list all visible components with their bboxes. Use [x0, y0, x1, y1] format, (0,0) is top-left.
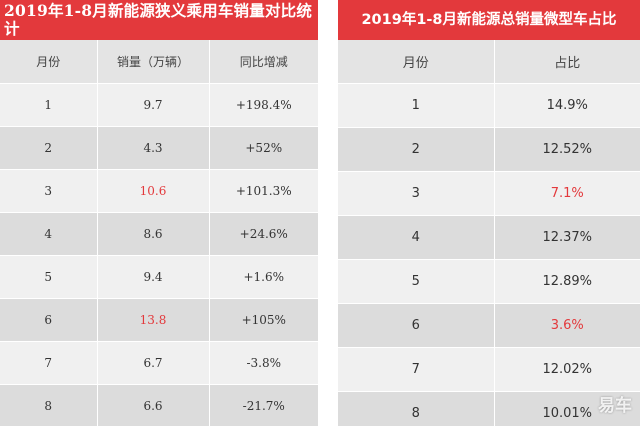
sales-cell-highlighted: 10.6	[97, 169, 210, 213]
sales-cell: 8.6	[97, 212, 210, 256]
sales-cell: 9.7	[97, 83, 210, 127]
month-cell: 3	[0, 169, 98, 213]
yoy-cell: -21.7%	[209, 384, 318, 426]
sales-cell: 6.7	[97, 341, 210, 385]
month-cell: 4	[338, 215, 495, 260]
sales-table-header-row: 月份 销量（万辆） 同比增减	[0, 40, 318, 84]
yoy-cell: +198.4%	[209, 83, 318, 127]
share-cell: 12.37%	[494, 215, 640, 260]
month-cell: 6	[338, 303, 495, 348]
yoy-cell: +101.3%	[209, 169, 318, 213]
yoy-cell: +24.6%	[209, 212, 318, 256]
share-table: 月份 占比 1 14.9% 2 12.52% 3 7.1% 4 12.37% 5…	[338, 40, 640, 426]
table-row: 7 12.02%	[338, 347, 640, 392]
sales-table: 月份 销量（万辆） 同比增减 1 9.7 +198.4% 2 4.3 +52% …	[0, 40, 318, 426]
header-month: 月份	[338, 40, 495, 84]
share-cell: 12.89%	[494, 259, 640, 304]
table-row: 2 4.3 +52%	[0, 126, 318, 170]
share-cell-highlighted: 7.1%	[494, 171, 640, 216]
sales-cell-highlighted: 13.8	[97, 298, 210, 342]
month-cell: 4	[0, 212, 98, 256]
table-row: 6 13.8 +105%	[0, 298, 318, 342]
table-row: 7 6.7 -3.8%	[0, 341, 318, 385]
sales-cell: 4.3	[97, 126, 210, 170]
header-sales: 销量（万辆）	[97, 40, 210, 84]
sales-comparison-panel: 2019年1-8月新能源狭义乘用车销量对比统计 月份 销量（万辆） 同比增减 1…	[0, 0, 318, 426]
header-month: 月份	[0, 40, 98, 84]
month-cell: 8	[0, 384, 98, 426]
microcar-share-panel: 2019年1-8月新能源总销量微型车占比 月份 占比 1 14.9% 2 12.…	[338, 0, 640, 426]
yoy-cell: +1.6%	[209, 255, 318, 299]
month-cell: 2	[0, 126, 98, 170]
share-cell: 14.9%	[494, 83, 640, 128]
month-cell: 2	[338, 127, 495, 172]
sales-cell: 9.4	[97, 255, 210, 299]
sales-cell: 6.6	[97, 384, 210, 426]
header-share: 占比	[494, 40, 640, 84]
watermark-logo: 易车	[598, 396, 632, 416]
month-cell: 6	[0, 298, 98, 342]
month-cell: 7	[0, 341, 98, 385]
table-row: 3 7.1%	[338, 171, 640, 216]
table-row: 5 9.4 +1.6%	[0, 255, 318, 299]
month-cell: 8	[338, 391, 495, 426]
table-row: 2 12.52%	[338, 127, 640, 172]
yoy-cell: +52%	[209, 126, 318, 170]
share-cell: 12.02%	[494, 347, 640, 392]
table-row: 4 12.37%	[338, 215, 640, 260]
table-row: 6 3.6%	[338, 303, 640, 348]
share-table-header-row: 月份 占比	[338, 40, 640, 84]
table-row: 8 6.6 -21.7%	[0, 384, 318, 426]
share-table-title: 2019年1-8月新能源总销量微型车占比	[338, 0, 640, 40]
month-cell: 3	[338, 171, 495, 216]
table-row: 5 12.89%	[338, 259, 640, 304]
table-row: 1 14.9%	[338, 83, 640, 128]
sales-table-title: 2019年1-8月新能源狭义乘用车销量对比统计	[0, 0, 318, 40]
month-cell: 1	[338, 83, 495, 128]
share-cell: 10.01%	[494, 391, 640, 426]
month-cell: 1	[0, 83, 98, 127]
table-row: 3 10.6 +101.3%	[0, 169, 318, 213]
yoy-cell: +105%	[209, 298, 318, 342]
header-yoy: 同比增减	[209, 40, 318, 84]
month-cell: 5	[0, 255, 98, 299]
table-row: 8 10.01%	[338, 391, 640, 426]
yoy-cell: -3.8%	[209, 341, 318, 385]
table-row: 1 9.7 +198.4%	[0, 83, 318, 127]
share-cell: 12.52%	[494, 127, 640, 172]
table-row: 4 8.6 +24.6%	[0, 212, 318, 256]
month-cell: 7	[338, 347, 495, 392]
month-cell: 5	[338, 259, 495, 304]
share-cell-highlighted: 3.6%	[494, 303, 640, 348]
